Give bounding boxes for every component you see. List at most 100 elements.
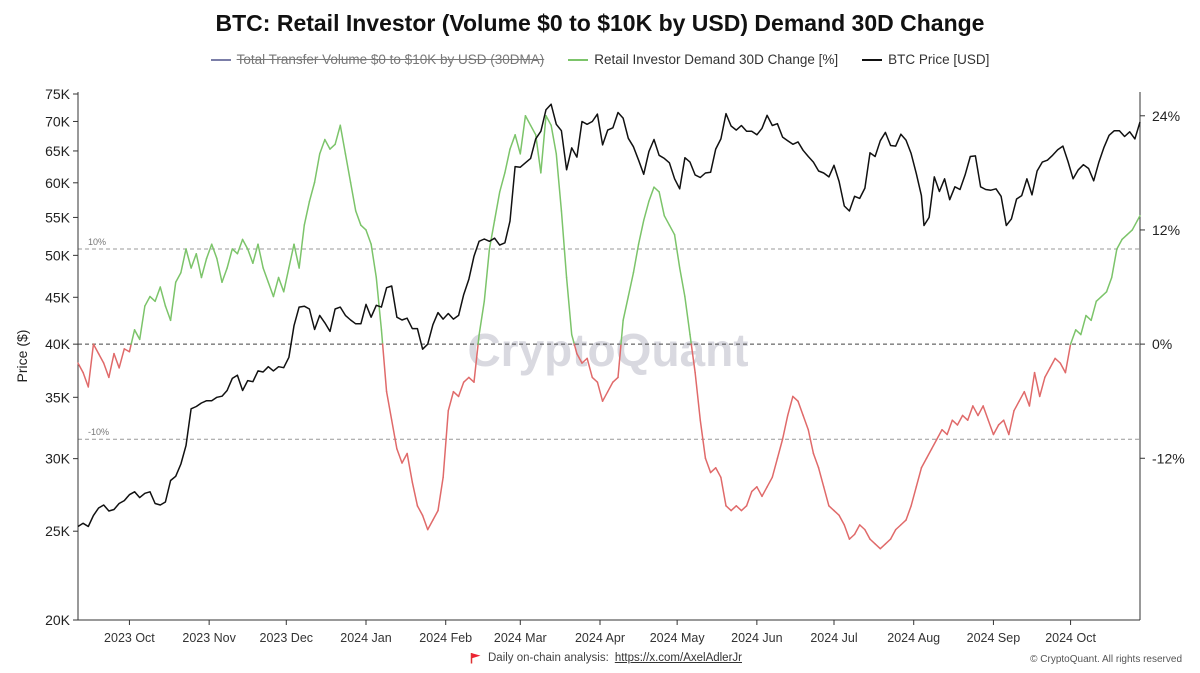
demand-line-segment <box>673 233 681 269</box>
demand-line-segment <box>781 414 789 440</box>
demand-line-segment <box>174 272 182 284</box>
demand-line-segment <box>1044 367 1051 379</box>
demand-line-segment <box>690 343 696 374</box>
demand-line-segment <box>838 514 846 526</box>
demand-line-segment <box>1131 219 1139 231</box>
demand-line-segment <box>797 400 804 417</box>
demand-line-segment <box>190 252 198 269</box>
demand-line-segment <box>930 438 938 450</box>
demand-line-segment <box>663 214 671 226</box>
demand-line-segment <box>771 457 779 479</box>
demand-line-segment <box>272 276 280 298</box>
demand-line-segment <box>1018 390 1026 402</box>
demand-line-segment <box>632 243 640 274</box>
demand-line-segment <box>138 305 146 341</box>
demand-line-segment <box>1064 343 1072 374</box>
demand-line-segment <box>164 305 172 322</box>
demand-line-segment <box>298 224 306 269</box>
demand-line-segment <box>108 352 115 379</box>
legend-label-btc-price: BTC Price [USD] <box>888 52 990 67</box>
demand-line-segment <box>637 219 645 245</box>
y-left-tick-label: 50K <box>45 247 71 263</box>
demand-line-segment <box>277 276 285 293</box>
watermark: CryptoQuant <box>467 324 748 376</box>
demand-line-segment <box>534 134 542 174</box>
legend-item-transfer-volume[interactable]: Total Transfer Volume $0 to $10K by USD … <box>210 52 544 67</box>
demand-line-segment <box>725 505 732 512</box>
demand-line-segment <box>483 248 491 303</box>
demand-line-segment <box>997 419 1005 426</box>
x-tick-label: 2024 Feb <box>419 631 472 645</box>
demand-line-segment <box>987 419 995 436</box>
btc-price-line <box>77 103 1141 528</box>
demand-line-segment <box>1095 295 1103 303</box>
demand-line-segment <box>750 486 758 493</box>
demand-line-segment <box>627 272 635 298</box>
demand-line-segment <box>555 153 563 212</box>
demand-line-segment <box>730 505 738 512</box>
demand-line-segment <box>951 419 959 426</box>
demand-line-segment <box>313 153 321 184</box>
y-left-tick-label: 75K <box>45 86 71 102</box>
demand-line-segment <box>519 115 527 155</box>
demand-line-segment <box>432 509 439 521</box>
demand-line-segment <box>540 115 547 174</box>
y-left-tick-label: 65K <box>45 143 71 159</box>
demand-line-segment <box>318 138 326 155</box>
demand-line-segment <box>1038 376 1046 398</box>
demand-line-segment <box>102 362 110 379</box>
legend-item-retail-demand[interactable]: Retail Investor Demand 30D Change [%] <box>568 52 838 67</box>
demand-line-segment <box>1059 362 1067 374</box>
demand-line-segment <box>308 181 316 203</box>
demand-line-segment <box>714 467 722 479</box>
demand-line-segment <box>447 390 455 412</box>
demand-line-segment <box>982 405 990 421</box>
y-left-tick-label: 35K <box>45 389 71 405</box>
demand-line-segment <box>385 390 393 421</box>
demand-line-segment <box>642 200 650 222</box>
demand-line-segment <box>216 257 223 284</box>
demand-line-segment <box>802 414 810 431</box>
flag-icon <box>470 653 481 664</box>
demand-line-segment <box>756 486 763 498</box>
demand-line-segment <box>154 286 162 303</box>
demand-line-segment <box>740 505 748 512</box>
demand-line-segment <box>210 243 218 260</box>
demand-line-segment <box>169 281 177 322</box>
demand-line-segment <box>684 295 691 336</box>
x-tick-label: 2023 Oct <box>104 631 155 645</box>
demand-line-segment <box>504 148 511 174</box>
demand-line-segment <box>380 329 384 345</box>
demand-line-segment <box>1008 409 1015 436</box>
demand-line-segment <box>339 124 347 155</box>
demand-line-segment <box>745 490 753 507</box>
demand-line-segment <box>488 219 496 250</box>
x-tick-label: 2023 Nov <box>182 631 236 645</box>
demand-line-segment <box>437 476 444 512</box>
x-tick-label: 2024 Jun <box>731 631 782 645</box>
demand-line-segment <box>761 486 768 498</box>
demand-line-segment <box>381 343 388 393</box>
demand-line-segment <box>133 329 141 341</box>
demand-line-segment <box>1116 238 1123 250</box>
demand-line-segment <box>1049 357 1056 369</box>
y-left-tick-label: 40K <box>45 336 71 352</box>
demand-line-segment <box>956 414 964 426</box>
demand-line-segment <box>961 414 969 421</box>
footer-label: Daily on-chain analysis: <box>488 652 609 664</box>
demand-line-segment <box>843 524 851 540</box>
footer-link[interactable]: https://x.com/AxelAdlerJr <box>614 652 742 664</box>
demand-line-segment <box>905 505 912 521</box>
demand-line-segment <box>1085 314 1092 322</box>
demand-line-segment <box>606 381 614 393</box>
demand-line-segment <box>591 376 599 383</box>
legend-label-retail-demand: Retail Investor Demand 30D Change [%] <box>594 52 839 67</box>
x-tick-label: 2023 Dec <box>260 631 314 645</box>
legend-item-btc-price[interactable]: BTC Price [USD] <box>862 52 989 67</box>
demand-line-segment <box>864 528 871 540</box>
demand-line-segment <box>411 481 419 507</box>
demand-line-segment <box>180 248 187 274</box>
demand-line-segment <box>941 428 948 436</box>
legend-swatch-transfer-volume <box>210 58 231 61</box>
